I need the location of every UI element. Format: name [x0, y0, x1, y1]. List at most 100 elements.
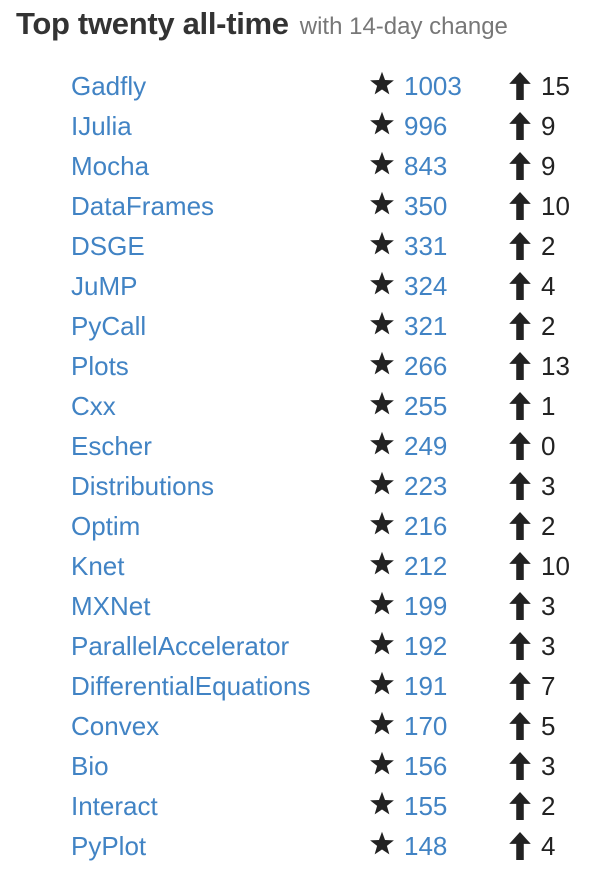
arrow-up-icon: [509, 432, 531, 460]
list-item: ParallelAccelerator 192 3: [0, 626, 602, 666]
package-name-link[interactable]: Cxx: [71, 391, 116, 421]
list-item: Mocha 843 9: [0, 146, 602, 186]
arrow-up-icon: [509, 632, 531, 660]
star-icon: [370, 671, 394, 695]
change-value: 4: [541, 271, 556, 301]
arrow-up-icon: [509, 392, 531, 420]
star-count-link[interactable]: 155: [404, 791, 448, 821]
package-name-link[interactable]: Plots: [71, 351, 129, 381]
arrow-up-icon: [509, 352, 531, 380]
star-icon: [370, 111, 394, 135]
star-icon: [370, 471, 394, 495]
star-icon: [370, 751, 394, 775]
package-name-link[interactable]: PyCall: [71, 311, 147, 341]
arrow-up-icon: [509, 672, 531, 700]
star-count-link[interactable]: 212: [404, 551, 448, 581]
star-icon: [370, 431, 394, 455]
change-value: 1: [541, 391, 556, 421]
list-item: Interact 155 2: [0, 786, 602, 826]
list-item: Cxx 255 1: [0, 386, 602, 426]
list-item: Escher 249 0: [0, 426, 602, 466]
star-count-link[interactable]: 148: [404, 831, 448, 861]
package-name-link[interactable]: IJulia: [71, 111, 132, 141]
arrow-up-icon: [509, 792, 531, 820]
star-icon: [370, 831, 394, 855]
star-count-link[interactable]: 192: [404, 631, 448, 661]
change-value: 10: [541, 191, 570, 221]
list-item: MXNet 199 3: [0, 586, 602, 626]
star-count-link[interactable]: 843: [404, 151, 448, 181]
star-count-link[interactable]: 156: [404, 751, 448, 781]
package-name-link[interactable]: Bio: [71, 751, 109, 781]
star-count-link[interactable]: 324: [404, 271, 448, 301]
change-value: 5: [541, 711, 556, 741]
change-value: 3: [541, 631, 556, 661]
page-title: Top twenty all-time: [16, 6, 289, 41]
star-icon: [370, 151, 394, 175]
package-name-link[interactable]: DifferentialEquations: [71, 671, 311, 701]
arrow-up-icon: [509, 152, 531, 180]
change-value: 9: [541, 151, 556, 181]
star-icon: [370, 191, 394, 215]
star-count-link[interactable]: 266: [404, 351, 448, 381]
star-count-link[interactable]: 255: [404, 391, 448, 421]
star-count-link[interactable]: 191: [404, 671, 448, 701]
star-icon: [370, 631, 394, 655]
page-subtitle: with 14-day change: [299, 13, 508, 40]
arrow-up-icon: [509, 832, 531, 860]
package-name-link[interactable]: Gadfly: [71, 71, 147, 101]
arrow-up-icon: [509, 752, 531, 780]
package-name-link[interactable]: ParallelAccelerator: [71, 631, 290, 661]
arrow-up-icon: [509, 312, 531, 340]
arrow-up-icon: [509, 712, 531, 740]
package-name-link[interactable]: MXNet: [71, 591, 151, 621]
package-name-link[interactable]: Convex: [71, 711, 160, 741]
arrow-up-icon: [509, 232, 531, 260]
list-item: Knet 212 10: [0, 546, 602, 586]
star-count-link[interactable]: 249: [404, 431, 448, 461]
list-item: Gadfly 1003 15: [0, 66, 602, 106]
change-value: 2: [541, 311, 556, 341]
list-item: PyCall 321 2: [0, 306, 602, 346]
star-icon: [370, 351, 394, 375]
package-name-link[interactable]: Interact: [71, 791, 158, 821]
package-name-link[interactable]: Distributions: [71, 471, 215, 501]
arrow-up-icon: [509, 512, 531, 540]
star-count-link[interactable]: 216: [404, 511, 448, 541]
star-count-link[interactable]: 1003: [404, 71, 462, 101]
change-value: 3: [541, 591, 556, 621]
change-value: 15: [541, 71, 570, 101]
change-value: 3: [541, 751, 556, 781]
star-icon: [370, 551, 394, 575]
change-value: 13: [541, 351, 570, 381]
list-item: DataFrames 350 10: [0, 186, 602, 226]
star-icon: [370, 71, 394, 95]
star-count-link[interactable]: 199: [404, 591, 448, 621]
package-name-link[interactable]: Mocha: [71, 151, 150, 181]
package-name-link[interactable]: JuMP: [71, 271, 138, 301]
star-count-link[interactable]: 350: [404, 191, 448, 221]
package-name-link[interactable]: DSGE: [71, 231, 145, 261]
change-value: 10: [541, 551, 570, 581]
list-item: IJulia 996 9: [0, 106, 602, 146]
change-value: 7: [541, 671, 556, 701]
package-name-link[interactable]: Knet: [71, 551, 125, 581]
star-icon: [370, 391, 394, 415]
star-count-link[interactable]: 331: [404, 231, 448, 261]
list-item: Bio 156 3: [0, 746, 602, 786]
list-item: DifferentialEquations 191 7: [0, 666, 602, 706]
star-icon: [370, 791, 394, 815]
change-value: 0: [541, 431, 556, 461]
change-value: 2: [541, 791, 556, 821]
star-count-link[interactable]: 321: [404, 311, 448, 341]
list-item: Distributions 223 3: [0, 466, 602, 506]
star-count-link[interactable]: 170: [404, 711, 448, 741]
star-count-link[interactable]: 996: [404, 111, 448, 141]
package-name-link[interactable]: Optim: [71, 511, 141, 541]
package-name-link[interactable]: PyPlot: [71, 831, 147, 861]
package-name-link[interactable]: DataFrames: [71, 191, 215, 221]
package-name-link[interactable]: Escher: [71, 431, 152, 461]
change-value: 2: [541, 511, 556, 541]
list-item: JuMP 324 4: [0, 266, 602, 306]
star-count-link[interactable]: 223: [404, 471, 448, 501]
